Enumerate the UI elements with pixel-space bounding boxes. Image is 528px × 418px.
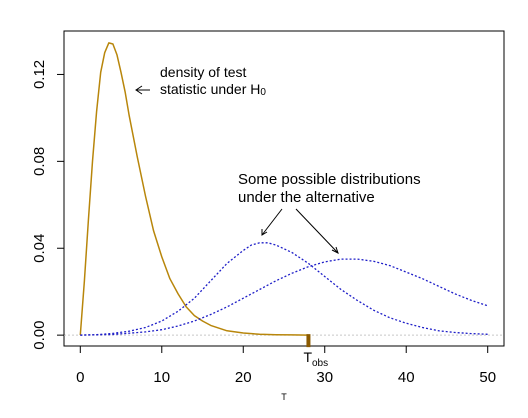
x-tick-label: 50: [479, 369, 496, 386]
series-group: [79, 42, 488, 336]
null-annotation-subscript: 0: [260, 87, 266, 98]
alternative-density-line-1: [80, 242, 488, 336]
null-annotation-line1: density of test: [160, 64, 246, 80]
t-obs-marker: Tobs: [303, 334, 328, 369]
x-tick-label: 0: [76, 369, 84, 386]
x-axis: 0 10 20 30 40 50: [76, 345, 496, 386]
alt-annotation-arrows: [261, 208, 339, 254]
null-density-line: [79, 42, 309, 336]
y-tick-label: 0.12: [31, 60, 48, 89]
alt-annotation-line1: Some possible distributions: [238, 171, 421, 188]
x-axis-label: T: [281, 392, 287, 402]
x-tick-label: 40: [398, 369, 415, 386]
null-annotation-line2-main: statistic under H: [160, 81, 260, 97]
alternative-density-line-2: [80, 258, 488, 336]
t-obs-label: Tobs: [303, 349, 328, 369]
null-annotation-arrow: [135, 85, 150, 95]
y-tick-label: 0.08: [31, 147, 48, 176]
t-obs-label-sub: obs: [312, 358, 328, 369]
x-tick-label: 20: [235, 369, 252, 386]
y-tick-label: 0.00: [31, 321, 48, 350]
y-tick-label: 0.04: [31, 234, 48, 263]
x-tick-label: 30: [316, 369, 333, 386]
y-axis: 0.00 0.04 0.08 0.12: [31, 60, 65, 350]
alt-annotation-line2: under the alternative: [238, 189, 375, 206]
t-obs-label-main: T: [303, 349, 312, 365]
x-tick-label: 10: [153, 369, 170, 386]
null-annotation-line2: statistic under H0: [160, 81, 266, 98]
